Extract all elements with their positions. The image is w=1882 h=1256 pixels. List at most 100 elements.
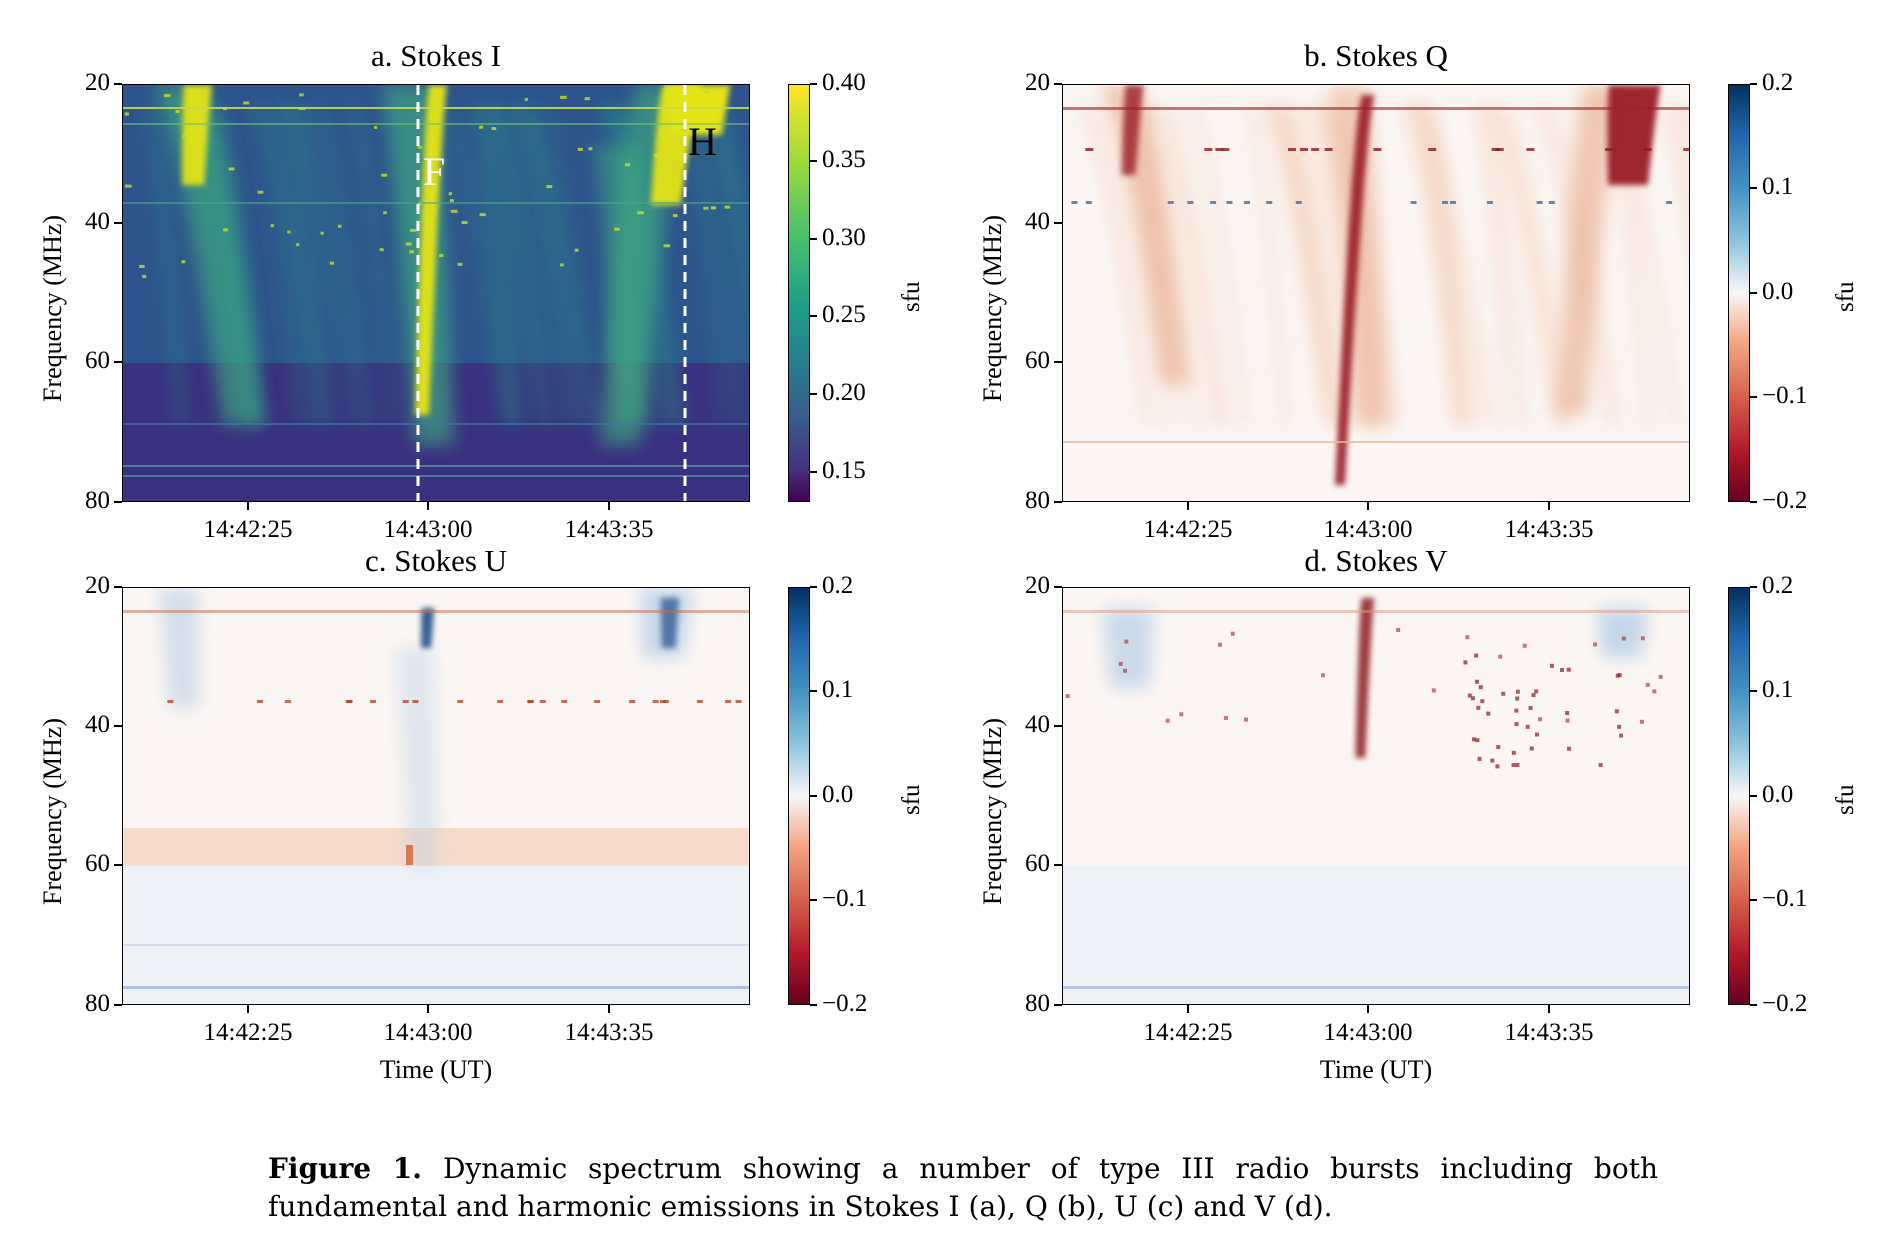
- streak: [1482, 105, 1566, 425]
- colorbar-tick: [1750, 690, 1757, 692]
- spot: [1065, 694, 1070, 699]
- spot: [724, 205, 731, 209]
- spot: [373, 125, 378, 129]
- x-tick: [608, 1005, 610, 1013]
- x-tick-label: 14:43:00: [1323, 516, 1413, 543]
- x-tick: [1548, 1005, 1550, 1013]
- streak: [1154, 105, 1226, 425]
- spot: [1471, 737, 1476, 742]
- spot: [1531, 693, 1536, 698]
- caption-label: Figure 1.: [268, 1152, 423, 1185]
- spot: [1496, 745, 1501, 750]
- spot: [479, 125, 484, 129]
- rfi-line: [123, 465, 749, 467]
- spot: [1534, 732, 1539, 737]
- spot: [457, 700, 464, 703]
- spot: [1465, 635, 1470, 640]
- rfi-line: [123, 107, 749, 109]
- colorbar-tick: [810, 586, 817, 588]
- spot: [417, 145, 422, 149]
- spot: [584, 97, 591, 101]
- spot: [1621, 636, 1626, 641]
- colorbar-label: sfu: [1832, 281, 1859, 312]
- y-tick-label: 40: [85, 208, 110, 235]
- spot: [383, 211, 387, 215]
- spot: [614, 227, 620, 231]
- colorbar-tick: [1750, 899, 1757, 901]
- streak: [1416, 105, 1471, 425]
- spot: [163, 94, 171, 98]
- band: [1063, 866, 1689, 1004]
- streak: [307, 105, 378, 425]
- spot: [1640, 719, 1645, 724]
- streak: [435, 105, 514, 425]
- spot: [696, 700, 703, 703]
- spot: [175, 110, 180, 114]
- streak: [684, 105, 749, 425]
- x-tick-label: 14:43:35: [564, 516, 654, 543]
- spot: [1167, 201, 1174, 204]
- spot: [461, 221, 468, 225]
- spot: [1683, 148, 1689, 151]
- spot: [703, 206, 709, 210]
- spot: [1118, 662, 1123, 667]
- x-tick: [427, 1005, 429, 1013]
- spot: [1490, 758, 1495, 763]
- spot: [449, 199, 454, 203]
- colorbar-tick: [1750, 187, 1757, 189]
- spot: [1449, 201, 1456, 204]
- colorbar-tick-label: 0.0: [822, 781, 854, 808]
- spot: [1085, 148, 1094, 151]
- streak: [511, 105, 602, 425]
- spot: [546, 185, 553, 189]
- heatmap-plot: [122, 587, 750, 1005]
- spot: [1565, 711, 1570, 716]
- annotation-harmonic: H: [688, 119, 717, 164]
- x-tick-label: 14:42:25: [203, 1019, 293, 1046]
- y-tick-label: 80: [85, 487, 110, 514]
- streak: [1470, 105, 1516, 425]
- spot: [1085, 201, 1092, 204]
- streak: [1266, 105, 1350, 425]
- colorbar: [788, 84, 810, 502]
- spot: [703, 90, 711, 94]
- spot: [725, 700, 732, 703]
- y-tick: [1054, 1004, 1062, 1006]
- spot: [402, 700, 409, 703]
- spot: [1515, 696, 1520, 701]
- caption-text: Dynamic spectrum showing a number of typ…: [268, 1152, 1658, 1223]
- colorbar-tick-label: 0.40: [822, 69, 866, 96]
- spot: [527, 700, 534, 703]
- colorbar-tick: [1750, 1004, 1757, 1006]
- burst-emission: [421, 608, 435, 648]
- spot: [337, 224, 342, 228]
- x-tick: [247, 1005, 249, 1013]
- spot: [1187, 201, 1194, 204]
- y-tick-label: 40: [1025, 208, 1050, 235]
- spot: [139, 264, 145, 268]
- spot: [1179, 712, 1184, 717]
- spot: [1529, 746, 1534, 751]
- colorbar-tick-label: 0.2: [1762, 69, 1794, 96]
- spot: [497, 700, 504, 703]
- spot: [287, 230, 291, 234]
- x-tick: [1548, 502, 1550, 510]
- rfi-line: [123, 944, 749, 946]
- colorbar-tick: [810, 393, 817, 395]
- spot: [624, 163, 631, 167]
- spot: [1373, 148, 1382, 151]
- colorbar-tick: [810, 315, 817, 317]
- colorbar-tick-label: 0.35: [822, 146, 866, 173]
- y-tick: [1054, 586, 1062, 588]
- spot: [629, 700, 636, 703]
- y-tick-label: 40: [85, 711, 110, 738]
- spot: [228, 167, 235, 171]
- spot: [406, 845, 413, 865]
- spot: [1666, 201, 1673, 204]
- spot: [379, 248, 384, 252]
- colorbar-tick-label: 0.1: [1762, 173, 1794, 200]
- colorbar-tick-label: −0.1: [1762, 885, 1808, 912]
- colorbar-tick: [810, 795, 817, 797]
- spot: [1478, 685, 1483, 690]
- spot: [1470, 696, 1475, 701]
